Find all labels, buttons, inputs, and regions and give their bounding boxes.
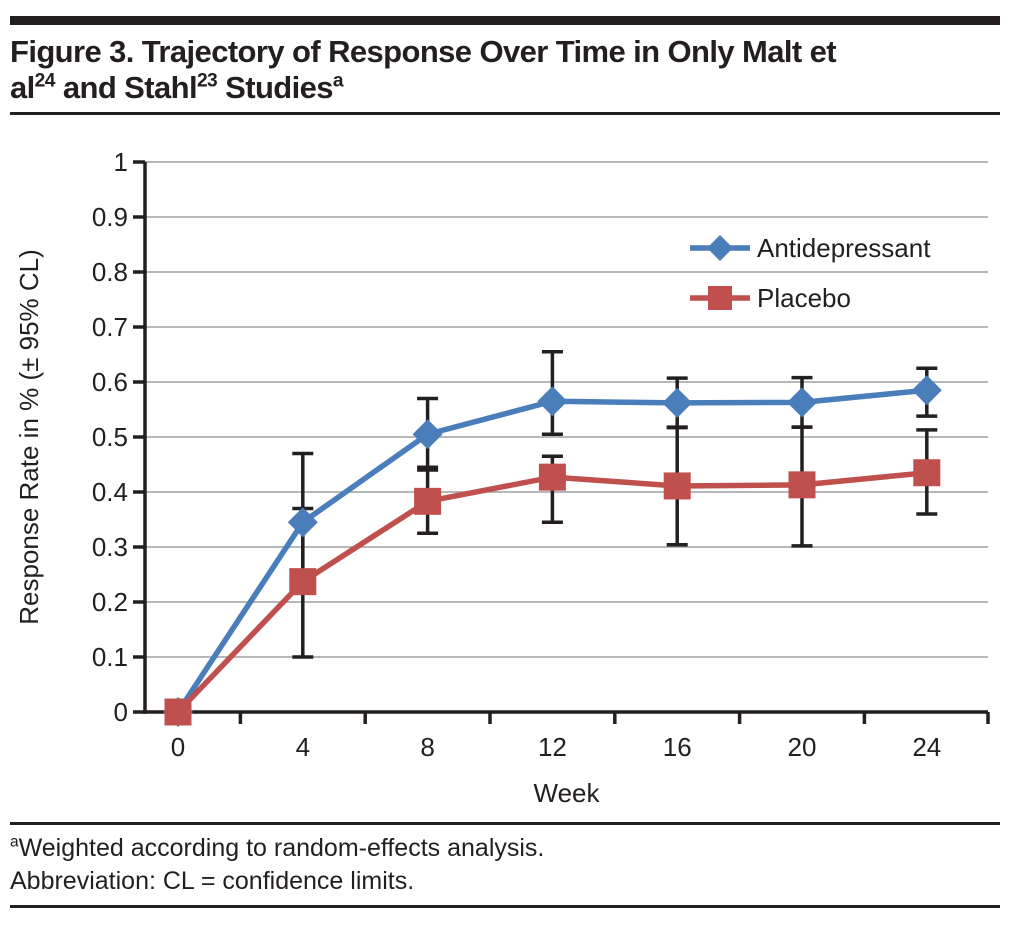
diamond-marker: [537, 386, 568, 417]
x-tick-label: 20: [788, 732, 817, 762]
title-divider-rule: [10, 112, 1000, 115]
square-marker: [663, 472, 691, 500]
series-line-antidepressant: [175, 387, 930, 715]
diamond-marker: [787, 387, 817, 418]
footnote-divider-rule-top: [10, 822, 1000, 825]
y-axis-title: Response Rate in % (± 95% CL): [14, 249, 44, 625]
superscript-text: 24: [34, 70, 56, 92]
square-marker: [913, 459, 941, 487]
x-tick-label: 12: [538, 732, 567, 762]
diamond-marker: [662, 387, 693, 418]
x-tick-label: 4: [296, 732, 310, 762]
text-segment: al: [10, 69, 35, 105]
legend-label-placebo: Placebo: [757, 283, 851, 313]
y-tick-label: 0.4: [92, 477, 128, 507]
superscript-text: 23: [196, 70, 218, 92]
x-tick-label: 8: [420, 732, 434, 762]
legend-square-marker: [708, 286, 732, 310]
y-tick-label: 1: [114, 147, 128, 177]
x-tick-label: 0: [171, 732, 185, 762]
y-tick-label: 0.8: [92, 257, 128, 287]
y-tick-label: 0.3: [92, 532, 128, 562]
diamond-marker: [412, 419, 443, 450]
y-tick-label: 0.9: [92, 202, 128, 232]
y-tick-label: 0.7: [92, 312, 128, 342]
y-tick-label: 0.5: [92, 422, 128, 452]
text-segment: Figure 3. Trajectory of Response Over Ti…: [10, 34, 837, 69]
top-black-bar: [10, 16, 1000, 25]
footnote-line-2: Abbreviation: CL = confidence limits.: [10, 866, 415, 895]
x-tick-label: 16: [663, 732, 692, 762]
text-segment: Studies: [217, 69, 333, 105]
y-tick-label: 0.1: [92, 642, 128, 672]
x-tick-label: 24: [912, 732, 941, 762]
superscript-text: a: [10, 833, 19, 851]
square-marker: [164, 698, 192, 726]
square-marker: [289, 568, 317, 596]
diamond-marker: [287, 507, 318, 538]
superscript-text: a: [332, 70, 344, 92]
diamond-marker: [911, 375, 942, 406]
text-segment: Weighted according to random-effects ana…: [18, 834, 545, 862]
y-tick-label: 0.2: [92, 587, 128, 617]
legend-label-antidepressant: Antidepressant: [757, 233, 931, 263]
y-tick-label: 0: [114, 697, 128, 727]
text-segment: and Stahl: [54, 69, 198, 105]
legend-diamond-marker: [707, 235, 733, 261]
square-marker: [538, 463, 566, 491]
footnote-line-1: aWeighted according to random-effects an…: [10, 832, 1000, 865]
y-tick-label: 0.6: [92, 367, 128, 397]
square-marker: [414, 487, 442, 515]
footnote-divider-rule-bottom: [10, 905, 1000, 908]
x-axis-title: Week: [534, 778, 601, 808]
figure-title: Figure 3. Trajectory of Response Over Ti…: [10, 34, 1002, 106]
square-marker: [788, 471, 816, 499]
footnote-block: aWeighted according to random-effects an…: [10, 832, 1000, 897]
